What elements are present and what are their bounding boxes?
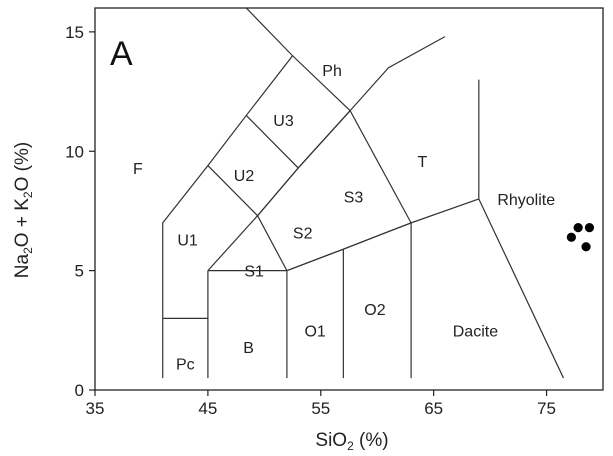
field-label: S2 bbox=[293, 225, 313, 242]
data-point bbox=[566, 232, 576, 242]
plot-frame bbox=[94, 7, 604, 391]
field-label: Ph bbox=[322, 63, 342, 80]
field-boundaries bbox=[162, 8, 565, 379]
field-label: S3 bbox=[344, 190, 364, 207]
field-label: T bbox=[417, 154, 427, 171]
panel-letter: A bbox=[110, 35, 133, 73]
field-boundary-line bbox=[207, 215, 259, 272]
field-boundary-line bbox=[162, 8, 294, 379]
data-point bbox=[573, 223, 583, 233]
y-tick-label: 0 bbox=[75, 381, 84, 400]
data-point bbox=[581, 242, 591, 252]
field-label: U2 bbox=[234, 168, 255, 185]
y-tick-label: 10 bbox=[65, 142, 84, 161]
x-tick-label: 55 bbox=[311, 399, 330, 418]
field-label: Dacite bbox=[453, 323, 498, 340]
y-tick-label: 15 bbox=[65, 23, 84, 42]
x-tick-label: 75 bbox=[537, 399, 556, 418]
field-label: Pc bbox=[176, 357, 195, 374]
field-boundary-line bbox=[478, 198, 565, 379]
x-axis-label: SiO2 (%) bbox=[315, 430, 388, 453]
data-point bbox=[584, 223, 595, 233]
field-boundary-line bbox=[349, 36, 446, 112]
field-boundary-line bbox=[245, 109, 412, 272]
y-tick-label: 5 bbox=[75, 262, 84, 281]
field-label: O1 bbox=[304, 323, 325, 340]
plot-area: 35 45 55 65 75 0 5 10 15 F Ph U3 U2 U1 S3 S2 S1 T Rhyolite… bbox=[65, 7, 604, 418]
x-tick-label: 65 bbox=[424, 399, 443, 418]
field-label: F bbox=[133, 161, 143, 178]
field-label: Rhyolite bbox=[497, 192, 555, 209]
y-axis-label: Na2O + K2O (%) bbox=[12, 142, 35, 278]
x-tick-label: 35 bbox=[86, 399, 105, 418]
field-label: S1 bbox=[244, 264, 264, 281]
x-tick-label: 45 bbox=[198, 399, 217, 418]
field-label: B bbox=[243, 340, 254, 357]
field-boundary-line bbox=[207, 79, 480, 272]
field-label: U3 bbox=[273, 113, 294, 130]
field-label: U1 bbox=[177, 233, 198, 250]
field-label: O2 bbox=[364, 302, 385, 319]
